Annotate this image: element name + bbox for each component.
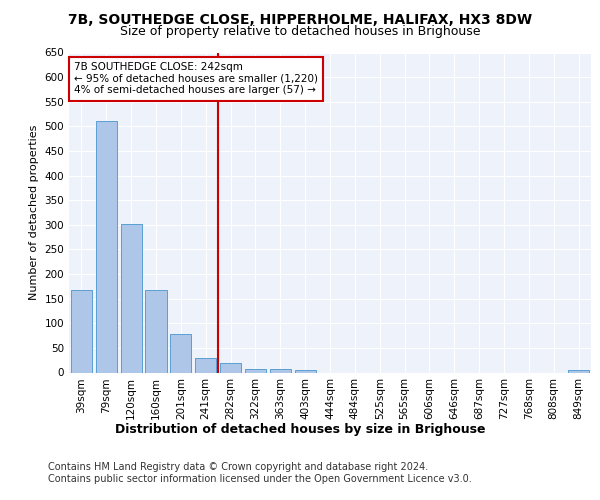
Bar: [568, 370, 589, 372]
Bar: [295, 370, 316, 372]
Bar: [145, 290, 167, 372]
Bar: [220, 362, 241, 372]
Bar: [195, 358, 216, 372]
Text: Contains HM Land Registry data © Crown copyright and database right 2024.: Contains HM Land Registry data © Crown c…: [48, 462, 428, 472]
Y-axis label: Number of detached properties: Number of detached properties: [29, 125, 39, 300]
Text: Contains public sector information licensed under the Open Government Licence v3: Contains public sector information licen…: [48, 474, 472, 484]
Text: Distribution of detached houses by size in Brighouse: Distribution of detached houses by size …: [115, 422, 485, 436]
Bar: [96, 122, 117, 372]
Bar: [270, 368, 291, 372]
Bar: [170, 334, 191, 372]
Text: 7B SOUTHEDGE CLOSE: 242sqm
← 95% of detached houses are smaller (1,220)
4% of se: 7B SOUTHEDGE CLOSE: 242sqm ← 95% of deta…: [74, 62, 318, 96]
Bar: [71, 290, 92, 372]
Bar: [245, 368, 266, 372]
Bar: [121, 224, 142, 372]
Text: Size of property relative to detached houses in Brighouse: Size of property relative to detached ho…: [120, 25, 480, 38]
Text: 7B, SOUTHEDGE CLOSE, HIPPERHOLME, HALIFAX, HX3 8DW: 7B, SOUTHEDGE CLOSE, HIPPERHOLME, HALIFA…: [68, 12, 532, 26]
